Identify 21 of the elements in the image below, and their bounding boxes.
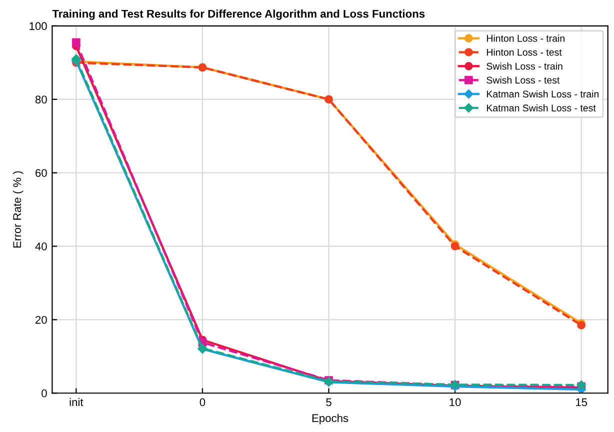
x-tick-label: 5 bbox=[326, 398, 332, 406]
legend-label: Katman Swish Loss - train bbox=[486, 90, 598, 98]
x-tick-label: 0 bbox=[200, 398, 206, 406]
x-tick-label: 15 bbox=[576, 398, 588, 406]
y-tick-label: 40 bbox=[35, 242, 47, 250]
x-tick-label: init bbox=[70, 398, 84, 406]
y-tick-label: 80 bbox=[35, 96, 47, 104]
y-tick-label: 0 bbox=[42, 389, 47, 398]
y-tick-label: 60 bbox=[36, 169, 47, 177]
chart-title: Training and Test Results for Difference Algorithm and Loss Functions bbox=[52, 10, 425, 20]
legend-label: Katman Swish Loss - test bbox=[486, 104, 596, 112]
legend-label: Swish Loss - train bbox=[486, 62, 562, 70]
x-axis-title: Epochs bbox=[312, 414, 348, 424]
legend-label: Hinton Loss - train bbox=[486, 34, 564, 42]
legend-label: Hinton Loss - test bbox=[486, 48, 562, 56]
y-tick-label: 20 bbox=[36, 316, 47, 324]
y-axis-title: Error Rate ( % ) bbox=[12, 171, 24, 248]
x-tick-label: 10 bbox=[450, 398, 461, 406]
point bbox=[72, 38, 80, 47]
legend-label: Swish Loss - test bbox=[486, 76, 560, 84]
y-tick-label: 100 bbox=[30, 22, 47, 30]
